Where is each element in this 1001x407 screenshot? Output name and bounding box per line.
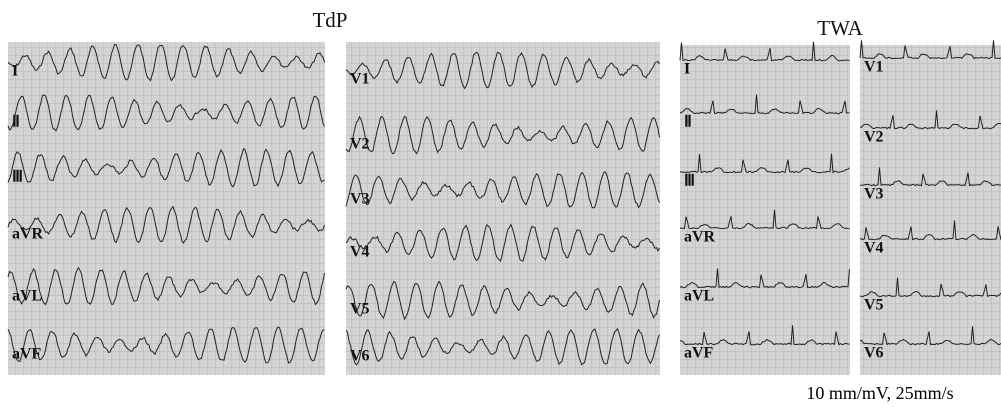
lead-label: V4 [864,240,884,257]
figure: TdP TWA 10 mm/mV, 25mm/s I Ⅱ ⅢaVR aVL aVF V1 V… [0,0,1001,407]
lead-label: V6 [350,348,370,365]
lead-label: V2 [864,129,884,146]
lead-label: V1 [350,71,370,88]
footnote: 10 mm/mV, 25mm/s [806,383,953,403]
lead-label: I [684,61,690,78]
lead-label: V2 [350,136,370,153]
lead-label: aVR [12,226,44,243]
lead-label: V4 [350,244,370,261]
lead-label: aVF [12,346,42,363]
ecg-grid [346,42,660,375]
lead-label: aVR [684,229,716,246]
lead-label: aVL [684,288,714,305]
lead-label: V3 [864,186,884,203]
lead-label: Ⅲ [684,173,695,190]
lead-label: aVL [12,288,42,305]
lead-label: V3 [350,191,370,208]
tdp-title: TdP [312,8,347,32]
ecg-grid [860,45,1001,375]
lead-label: aVF [684,345,714,362]
ecg-grid [8,42,325,375]
lead-label: Ⅱ [684,114,692,131]
twa-title: TWA [817,16,863,40]
lead-label: Ⅱ [12,114,20,131]
page: TdP TWA 10 mm/mV, 25mm/s I Ⅱ ⅢaVR aVL aVF V1 V… [0,0,1001,407]
lead-label: V5 [350,301,370,318]
lead-label: V1 [864,59,884,76]
lead-label: V6 [864,345,884,362]
lead-label: V5 [864,297,884,314]
ecg-grid [680,45,850,375]
lead-label: I [12,63,18,80]
lead-label: Ⅲ [12,169,23,186]
